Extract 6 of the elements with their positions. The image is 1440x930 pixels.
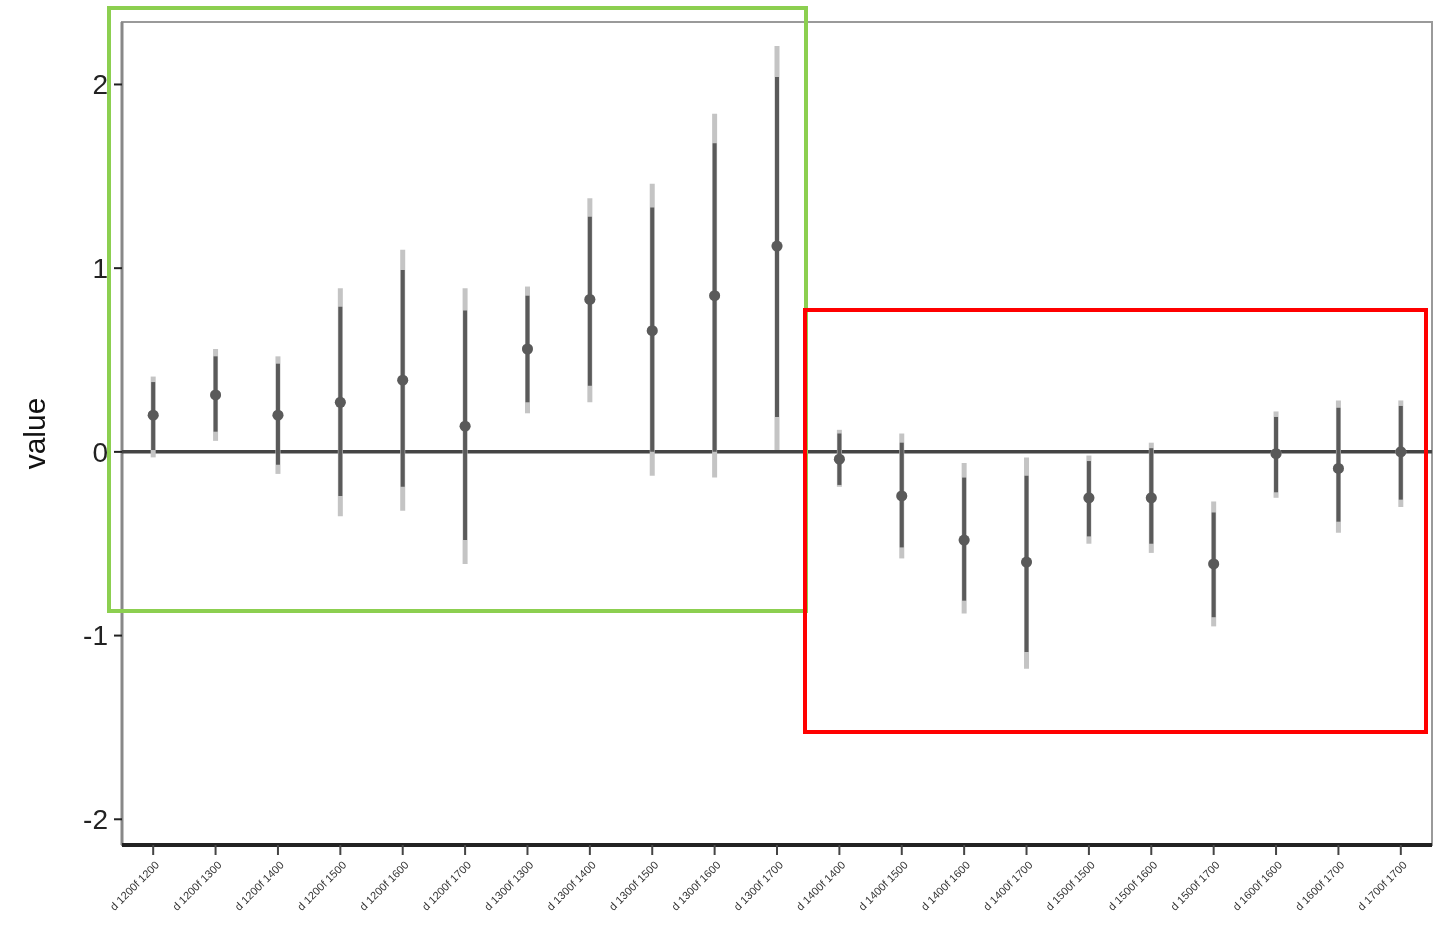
y-tick-label: -2 (83, 804, 108, 836)
y-tick-label: 0 (92, 436, 108, 468)
y-tick-label: -1 (83, 620, 108, 652)
y-tick-label: 1 (92, 252, 108, 284)
y-tick-label: 2 (92, 69, 108, 101)
y-axis-title: value (18, 397, 51, 470)
